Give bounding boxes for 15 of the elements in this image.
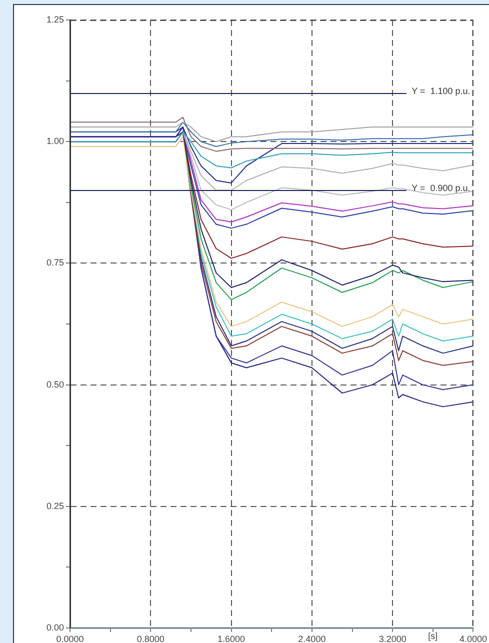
y-tick-label: 0.00	[46, 622, 64, 632]
x-tick-label: 3.2000	[378, 634, 406, 643]
y-tick-label: 1.25	[46, 14, 64, 24]
x-tick-label: 1.6000	[218, 634, 246, 643]
x-tick-label: 0.8000	[136, 634, 164, 643]
x-tick-label: 4.0000	[459, 634, 487, 643]
y-tick-label: 0.50	[46, 379, 64, 390]
x-tick-label: 2.4000	[298, 634, 326, 643]
x-tick-label: 0.0000	[56, 634, 84, 643]
y-tick-label: 0.75	[46, 258, 64, 268]
ref-line-label: Y = 0.900 p.u.	[412, 183, 470, 194]
y-tick-label: 0.25	[46, 500, 64, 511]
y-tick-label: 1.00	[46, 136, 64, 146]
x-axis-title: [s]	[428, 630, 438, 641]
ref-line-label: Y = 1.100 p.u.	[412, 86, 470, 96]
